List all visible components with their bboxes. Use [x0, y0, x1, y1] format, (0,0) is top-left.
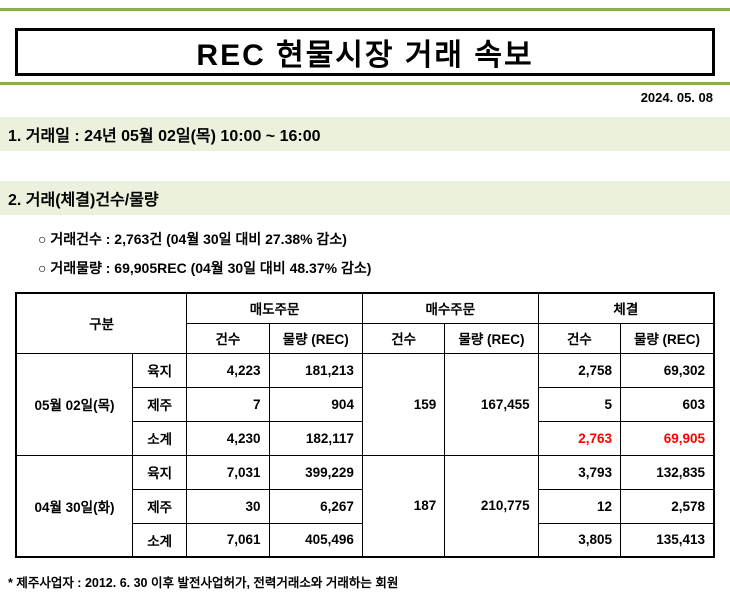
table-row: 소계 4,230 182,117 2,763 69,905 [16, 420, 715, 456]
buy-volume-cell: 210,775 [444, 454, 539, 558]
exec-count-cell: 2,758 [537, 352, 622, 388]
section-trade-date-label: 1. 거래일 : 24년 05월 02일(목) 10:00 ~ 16:00 [8, 128, 321, 145]
title-box: REC 현물시장 거래 속보 [15, 28, 715, 76]
region-cell: 제주 [131, 488, 188, 524]
col-header-buy: 매수주문 [361, 292, 539, 324]
sell-volume-cell: 6,267 [268, 488, 363, 524]
section-trade-stats-label: 2. 거래(체결)건수/물량 [8, 192, 159, 209]
top-divider [0, 8, 730, 11]
col-header-sell-volume: 물량 (REC) [268, 322, 363, 354]
table-row: 05월 02일(목) 육지 4,223 181,213 159 167,455 … [15, 352, 715, 456]
sell-count-cell: 30 [186, 488, 270, 524]
sell-count-cell: 7,031 [186, 454, 270, 490]
exec-count-cell-highlight: 2,763 [537, 420, 622, 456]
region-cell: 육지 [131, 352, 188, 388]
region-cell: 소계 [131, 420, 188, 456]
exec-volume-cell: 135,413 [620, 522, 715, 558]
exec-count-cell: 3,805 [537, 522, 622, 558]
section-trade-stats: 2. 거래(체결)건수/물량 [0, 181, 730, 215]
col-header-exec: 체결 [537, 292, 715, 324]
table-row: 04월 30일(화) 육지 7,031 399,229 187 210,775 … [15, 454, 715, 558]
bullet-trade-count: ○ 거래건수 : 2,763건 (04월 30일 대비 27.38% 감소) [38, 231, 347, 247]
exec-volume-cell: 132,835 [620, 454, 715, 490]
col-header-sell: 매도주문 [186, 292, 363, 324]
trade-table: 구분 매도주문 매수주문 체결 건수 물량 (REC) 건수 물량 (REC) … [15, 292, 715, 558]
sell-count-cell: 7 [186, 386, 270, 422]
sell-count-cell: 7,061 [186, 522, 270, 558]
sell-volume-cell: 904 [268, 386, 363, 422]
bullet-trade-volume: ○ 거래물량 : 69,905REC (04월 30일 대비 48.37% 감소… [38, 260, 372, 276]
report-date: 2024. 05. 08 [640, 90, 713, 105]
summary-bullets: ○ 거래건수 : 2,763건 (04월 30일 대비 27.38% 감소) ○… [38, 229, 730, 278]
date-cell: 05월 02일(목) [15, 352, 133, 456]
document-page: REC 현물시장 거래 속보 2024. 05. 08 1. 거래일 : 24년… [0, 8, 730, 591]
sell-volume-cell: 399,229 [268, 454, 363, 490]
exec-count-cell: 12 [537, 488, 622, 524]
table-row: 소계 7,061 405,496 3,805 135,413 [16, 522, 715, 558]
col-header-category: 구분 [15, 292, 188, 354]
exec-count-cell: 3,793 [537, 454, 622, 490]
sell-count-cell: 4,223 [186, 352, 270, 388]
table-header-row-1: 구분 매도주문 매수주문 체결 [15, 292, 715, 354]
title-divider [0, 82, 730, 85]
exec-volume-cell: 69,302 [620, 352, 715, 388]
sell-volume-cell: 182,117 [268, 420, 363, 456]
page-title: REC 현물시장 거래 속보 [196, 39, 534, 72]
buy-count-cell: 159 [361, 352, 446, 456]
date-cell: 04월 30일(화) [15, 454, 133, 558]
exec-volume-cell-highlight: 69,905 [620, 420, 715, 456]
buy-volume-cell: 167,455 [444, 352, 539, 456]
buy-count-cell: 187 [361, 454, 446, 558]
exec-volume-cell: 603 [620, 386, 715, 422]
region-cell: 소계 [131, 522, 188, 558]
footnote: * 제주사업자 : 2012. 6. 30 이후 발전사업허가, 전력거래소와 … [8, 576, 399, 590]
sell-volume-cell: 181,213 [268, 352, 363, 388]
col-header-sell-count: 건수 [186, 322, 270, 354]
sell-count-cell: 4,230 [186, 420, 270, 456]
table-row: 제주 30 6,267 12 2,578 [16, 488, 715, 524]
sell-volume-cell: 405,496 [268, 522, 363, 558]
region-cell: 제주 [131, 386, 188, 422]
col-header-buy-count: 건수 [361, 322, 446, 354]
section-trade-date: 1. 거래일 : 24년 05월 02일(목) 10:00 ~ 16:00 [0, 117, 730, 151]
col-header-exec-volume: 물량 (REC) [620, 322, 715, 354]
col-header-exec-count: 건수 [537, 322, 622, 354]
exec-volume-cell: 2,578 [620, 488, 715, 524]
col-header-buy-volume: 물량 (REC) [444, 322, 539, 354]
region-cell: 육지 [131, 454, 188, 490]
table-header-row-2: 건수 물량 (REC) 건수 물량 (REC) 건수 물량 (REC) [16, 322, 715, 354]
exec-count-cell: 5 [537, 386, 622, 422]
table-row: 제주 7 904 5 603 [16, 386, 715, 422]
